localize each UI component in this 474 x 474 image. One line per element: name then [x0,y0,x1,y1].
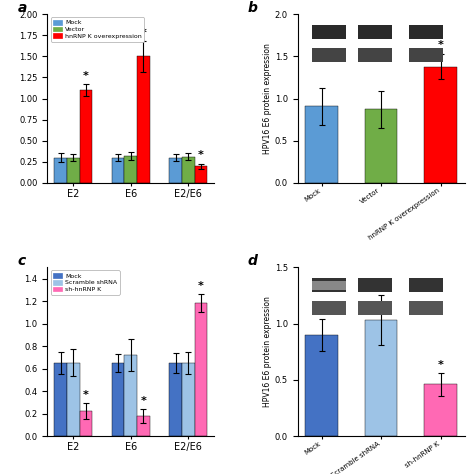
Bar [112,363,125,436]
Bar [55,158,67,183]
Text: *: * [141,28,146,38]
Bar [137,416,150,436]
Text: *: * [141,396,146,406]
Y-axis label: HPV16 E6 protein expression: HPV16 E6 protein expression [263,296,272,407]
Text: *: * [198,150,204,160]
Text: *: * [198,281,204,291]
Bar [55,363,67,436]
Text: b: b [247,1,257,15]
Legend: Mock, Scramble shRNA, sh-hnRNP K: Mock, Scramble shRNA, sh-hnRNP K [51,271,119,295]
Text: *: * [438,40,444,51]
Bar [424,384,457,436]
Bar [112,158,125,183]
Bar [169,363,182,436]
Bar [80,90,92,183]
Bar [365,320,398,436]
Text: a: a [18,1,27,15]
Text: c: c [18,254,26,268]
Bar [125,156,137,183]
Text: *: * [83,71,89,81]
Bar [137,56,150,183]
Bar [125,355,137,436]
Y-axis label: HPV16 E6 protein expression: HPV16 E6 protein expression [263,43,272,154]
Legend: Mock, Vector, hnRNP K overexpression: Mock, Vector, hnRNP K overexpression [51,18,144,42]
Bar [305,335,338,436]
Text: d: d [247,254,257,268]
Bar [80,411,92,436]
Text: *: * [438,360,444,370]
Bar [182,363,195,436]
Bar [305,106,338,183]
Bar [67,158,80,183]
Bar [195,166,207,183]
Text: *: * [83,390,89,400]
Bar [424,66,457,183]
Bar [169,158,182,183]
Bar [365,109,398,183]
Bar [67,363,80,436]
Bar [182,157,195,183]
Bar [195,303,207,436]
